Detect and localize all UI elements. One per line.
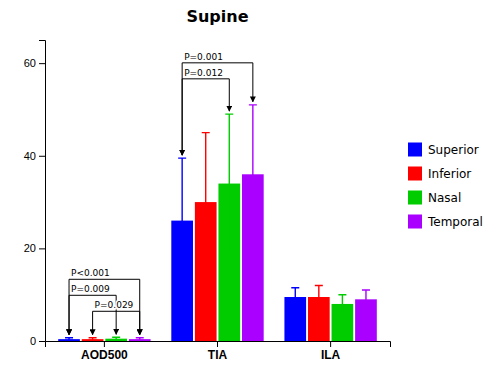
bracket: P=0.029 (93, 300, 140, 334)
bracket: P<0.001 (69, 268, 140, 334)
annotations: P<0.001 P=0.009 P=0.029 P=0.001 P=0.012 (69, 52, 253, 335)
tick: ILA (321, 341, 341, 362)
bracket-arrow (182, 63, 183, 155)
bracket-arrow (69, 279, 70, 334)
bracket-arrow (139, 279, 140, 334)
tick-mark (217, 341, 218, 347)
error-bar (338, 295, 346, 314)
plot: 0 20 40 60 AOD500 TIA ILA P<0.001 P=0.009 P=0.029… (24, 41, 391, 362)
annotation: P=0.009 (71, 284, 110, 294)
error-bar (291, 288, 299, 307)
bracket-arrow (92, 311, 93, 334)
tick: TIA (208, 341, 228, 362)
error-bar (362, 290, 370, 309)
series (105, 114, 353, 341)
axis-line (39, 41, 46, 342)
tick-mark (39, 248, 45, 249)
legend-label: Nasal (428, 191, 461, 205)
bracket: P=0.012 (182, 68, 229, 155)
legend-item: Inferior (408, 167, 471, 181)
annotation: P=0.012 (184, 68, 223, 78)
annotation: P<0.001 (71, 268, 110, 278)
axis-line (46, 342, 391, 348)
bracket-arrow (139, 311, 140, 334)
bracket-line (69, 279, 140, 280)
series (82, 133, 330, 341)
bracket-arrow (182, 79, 183, 155)
annotation: P=0.001 (184, 52, 223, 62)
tick-label: 20 (24, 242, 36, 254)
legend-item: Nasal (408, 191, 461, 205)
y-axis: 0 20 40 60 (24, 41, 46, 348)
tick-label: 40 (24, 150, 36, 162)
legend-swatch (408, 143, 422, 157)
tick-label: AOD500 (81, 348, 128, 362)
series (129, 105, 377, 341)
title: Supine (186, 7, 248, 26)
tick: 60 (24, 57, 45, 69)
legend-label: Temporal (427, 215, 483, 229)
tick-mark (104, 341, 105, 347)
bracket-arrow (252, 63, 253, 102)
error-bar (136, 338, 144, 341)
marks (58, 105, 377, 341)
legend-label: Superior (428, 143, 479, 157)
tick: 0 (30, 335, 45, 347)
legend-swatch (408, 215, 422, 229)
tick-mark (330, 341, 331, 347)
tick-mark (39, 341, 45, 342)
tick: AOD500 (81, 341, 128, 362)
legend-swatch (408, 191, 422, 205)
bracket-arrow (229, 79, 230, 111)
error-bar (112, 337, 120, 340)
legend-swatch (408, 167, 422, 181)
tick-mark (39, 156, 45, 157)
error-bar (178, 158, 186, 283)
error-bar (249, 105, 257, 244)
tick-label: ILA (321, 348, 341, 362)
error-bar (89, 338, 97, 341)
series (58, 158, 306, 341)
bracket-line (182, 78, 229, 79)
legend-item: Superior (408, 143, 479, 157)
tick-label: 0 (30, 335, 36, 347)
tick-label: TIA (208, 348, 228, 362)
x-axis: AOD500 TIA ILA (46, 341, 391, 362)
tick: 20 (24, 242, 45, 254)
bracket-line (182, 62, 253, 63)
chart: 0 20 40 60 AOD500 TIA ILA P<0.001 P=0.009 P=0.029… (0, 0, 500, 371)
tick-label: 60 (24, 57, 36, 69)
error-bar (315, 285, 323, 308)
error-bar (202, 133, 210, 272)
bracket-line (93, 311, 140, 312)
legend-item: Temporal (408, 215, 483, 229)
bracket-arrow (69, 295, 70, 334)
annotation: P=0.029 (95, 300, 134, 310)
legend-label: Inferior (428, 167, 471, 181)
bracket: P=0.001 (182, 52, 253, 155)
tick: 40 (24, 150, 45, 162)
bracket-line (69, 295, 116, 296)
error-bar (225, 114, 233, 253)
error-bar (65, 338, 73, 341)
legend: Superior Inferior Nasal Temporal (408, 143, 483, 229)
tick-mark (39, 63, 45, 64)
